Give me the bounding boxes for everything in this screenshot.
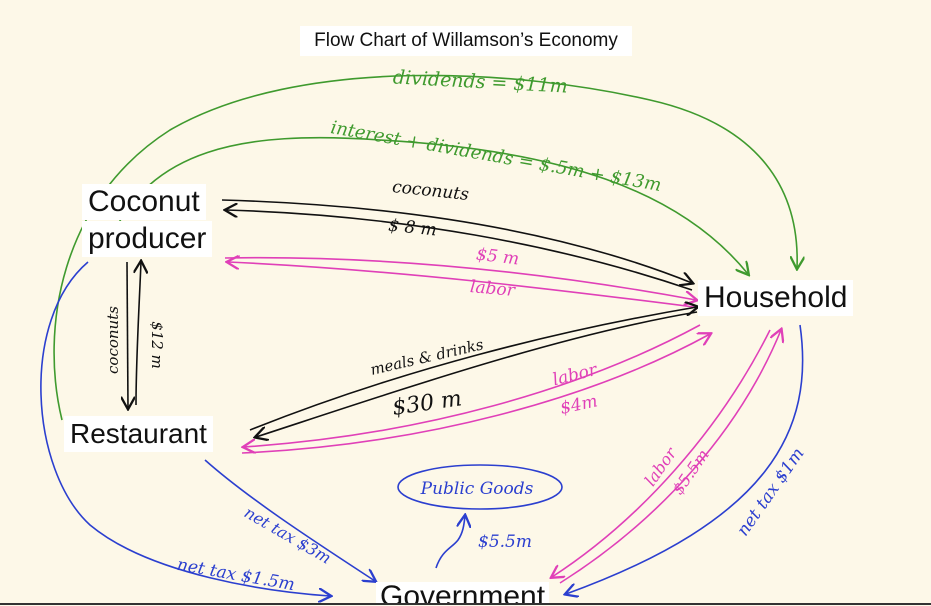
arrow-coconuts-to-household xyxy=(221,199,692,283)
node-restaurant: Restaurant xyxy=(64,416,213,452)
label-wage-top: $5 m xyxy=(475,244,520,269)
arrow-net-tax-household xyxy=(566,324,804,594)
arrow-wage-to-household-restaurant xyxy=(241,334,710,454)
arrow-net-tax-restaurant xyxy=(204,459,375,581)
arrow-payment-to-coconut-side xyxy=(136,262,141,406)
label-dividends: dividends = $11m xyxy=(392,66,568,97)
label-net-tax-household: net tax $1m xyxy=(733,444,808,540)
public-goods-ellipse xyxy=(397,464,563,510)
label-labor-top: labor xyxy=(469,277,516,301)
arrow-wage-to-household-government xyxy=(559,330,781,584)
label-interest-dividends: interest + dividends = $.5m + $13m xyxy=(329,117,663,196)
arrow-net-tax-coconut xyxy=(40,261,330,596)
label-coconuts-payment: $ 8 m xyxy=(387,216,437,241)
node-government: Government xyxy=(376,582,550,604)
arrow-interest-dividends xyxy=(109,136,748,274)
label-coconuts-side-payment: $12 m xyxy=(148,321,166,369)
label-public-goods: Public Goods xyxy=(420,479,534,499)
node-coconut-producer-line1: Coconut xyxy=(82,184,206,220)
label-public-goods-payment: $5.5m xyxy=(478,532,532,552)
arrow-coconuts-to-restaurant xyxy=(127,261,128,408)
arrow-payment-to-coconut xyxy=(226,210,693,291)
node-coconut-producer-line2: producer xyxy=(82,221,213,257)
arrow-labor-to-coconut xyxy=(228,262,695,308)
divider xyxy=(0,603,931,605)
arrow-meals-to-household xyxy=(249,307,697,431)
label-coconuts-top: coconuts xyxy=(391,177,470,205)
arrow-dividends xyxy=(53,74,797,421)
label-net-tax-restaurant: net tax $3m xyxy=(241,503,334,568)
node-household: Household xyxy=(698,280,854,316)
arrow-payment-to-restaurant xyxy=(256,311,698,437)
label-net-tax-coconut: net tax $1.5m xyxy=(175,555,296,595)
label-coconuts-side: coconuts xyxy=(104,306,122,374)
arrow-wage-to-household xyxy=(224,256,696,300)
arrow-public-goods xyxy=(435,516,465,569)
arrow-labor-to-government xyxy=(552,329,771,577)
chart-title: Flow Chart of Willamson’s Economy xyxy=(300,26,632,56)
arrow-labor-to-restaurant xyxy=(244,324,701,447)
